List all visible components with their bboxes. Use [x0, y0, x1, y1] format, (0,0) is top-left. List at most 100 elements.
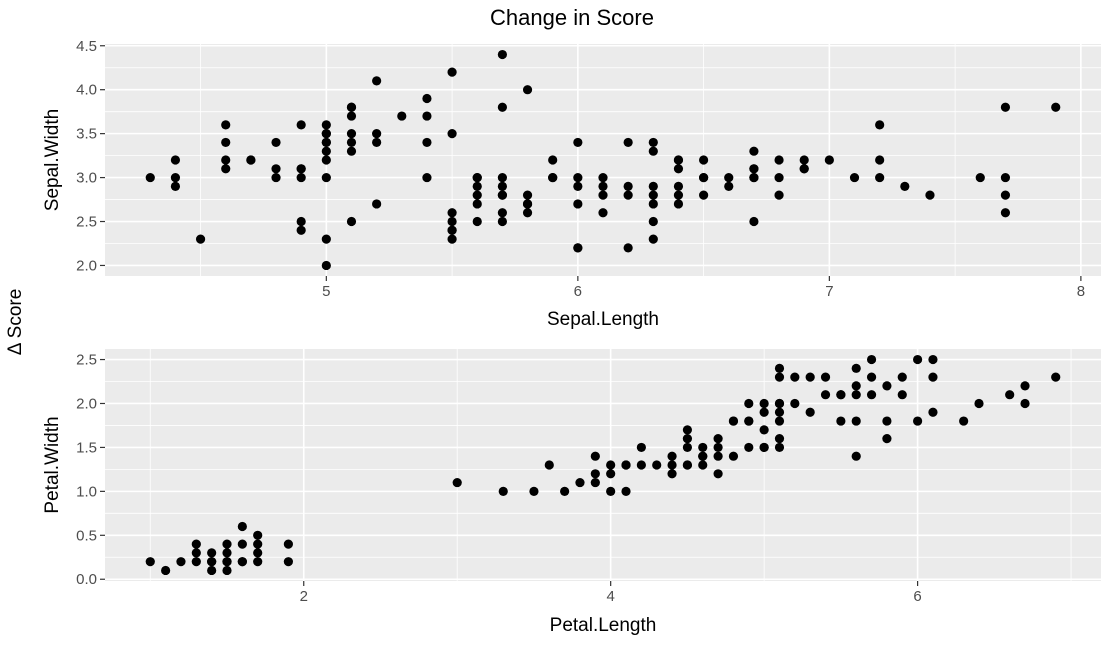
petal-data-point: [590, 451, 600, 461]
petal-x-tick-label: 4: [607, 588, 615, 605]
petal-data-point: [820, 390, 831, 400]
sepal-data-point: [573, 199, 583, 209]
sepal-data-point: [573, 243, 583, 253]
sepal-x-tick-label: 6: [574, 283, 582, 300]
petal-data-point: [774, 372, 785, 382]
petal-data-point: [253, 557, 263, 567]
sepal-data-point: [372, 76, 382, 86]
petal-data-point: [851, 363, 861, 373]
petal-data-point: [744, 416, 754, 426]
sepal-data-point: [1000, 172, 1011, 183]
sepal-data-point: [598, 190, 608, 200]
sepal-data-point: [447, 67, 457, 77]
petal-data-point: [682, 434, 693, 444]
petal-data-point: [176, 557, 186, 567]
sepal-data-point: [497, 102, 507, 112]
sepal-y-tick-label: 3.5: [76, 126, 97, 143]
sepal-data-point: [799, 164, 809, 174]
sepal-data-point: [422, 111, 432, 121]
sepal-data-point: [422, 137, 432, 148]
sepal-data-point: [749, 164, 759, 174]
petal-data-point: [145, 557, 155, 567]
sepal-data-point: [296, 164, 306, 174]
sepal-data-point: [221, 137, 231, 148]
petal-data-point: [161, 565, 171, 576]
sepal-data-point: [673, 155, 684, 165]
petal-data-point: [928, 354, 938, 365]
petal-data-point: [728, 416, 739, 426]
sepal-data-point: [321, 234, 331, 244]
sepal-data-point: [623, 181, 633, 191]
petal-data-point: [253, 530, 263, 540]
petal-data-point: [222, 539, 232, 549]
sepal-data-point: [522, 199, 533, 209]
sepal-data-point: [699, 190, 709, 200]
petal-data-point: [759, 425, 769, 435]
petal-data-point: [897, 372, 907, 382]
sepal-data-point: [497, 216, 507, 227]
petal-data-point: [698, 451, 708, 461]
sepal-data-point: [623, 137, 633, 148]
sepal-data-point: [925, 190, 935, 200]
petal-data-point: [575, 477, 585, 488]
petal-data-point: [744, 398, 754, 409]
sepal-data-point: [321, 155, 331, 165]
sepal-data-point: [749, 172, 759, 183]
petal-data-point: [713, 469, 723, 479]
petal-data-point: [897, 390, 907, 400]
sepal-data-point: [296, 225, 306, 235]
sepal-data-point: [548, 172, 558, 183]
shared-y-axis-title: Δ Score: [5, 289, 26, 356]
petal-data-point: [636, 460, 646, 470]
sepal-data-point: [271, 172, 281, 183]
petal-data-point: [529, 486, 539, 496]
petal-data-point: [713, 434, 723, 444]
sepal-data-point: [598, 208, 608, 218]
petal-data-point: [851, 381, 861, 391]
panel-petal: 2 4 6 0.0 0.5 1.0 1.5 2.0 2.5 Petal.Length Petal.W…: [42, 349, 1101, 636]
petal-data-point: [191, 548, 201, 558]
sepal-data-point: [422, 93, 432, 104]
sepal-data-point: [497, 181, 507, 191]
petal-data-point: [1005, 390, 1015, 400]
petal-data-point: [667, 469, 677, 479]
sepal-data-point: [321, 172, 331, 183]
petal-data-point: [682, 425, 693, 435]
sepal-data-point: [875, 172, 885, 183]
petal-data-point: [682, 460, 693, 470]
petal-panel-background: [105, 349, 1101, 581]
petal-data-point: [698, 460, 708, 470]
sepal-data-point: [673, 181, 684, 191]
sepal-data-point: [975, 172, 985, 183]
petal-data-point: [590, 469, 600, 479]
sepal-data-point: [824, 155, 834, 165]
petal-data-point: [237, 521, 247, 532]
petal-data-point: [774, 363, 785, 373]
petal-data-point: [621, 460, 631, 470]
petal-data-point: [713, 451, 723, 461]
sepal-data-point: [699, 172, 709, 183]
sepal-data-point: [673, 199, 684, 209]
sepal-data-point: [1000, 102, 1011, 112]
sepal-data-point: [170, 172, 181, 183]
petal-data-point: [913, 416, 923, 426]
petal-y-tick-label: 0.0: [76, 571, 97, 588]
sepal-data-point: [648, 190, 658, 200]
sepal-data-point: [623, 190, 633, 200]
petal-data-point: [498, 486, 508, 496]
petal-data-point: [851, 390, 861, 400]
sepal-x-tick-label: 7: [825, 283, 833, 300]
petal-data-point: [222, 557, 232, 567]
petal-data-point: [667, 451, 677, 461]
sepal-data-point: [472, 199, 482, 209]
sepal-y-tick-label: 4.5: [76, 38, 97, 55]
sepal-data-point: [346, 129, 357, 139]
sepal-data-point: [699, 155, 709, 165]
petal-x-tick-label: 2: [300, 588, 308, 605]
sepal-data-point: [648, 146, 658, 156]
petal-data-point: [237, 557, 247, 567]
sepal-data-point: [246, 155, 256, 165]
petal-data-point: [713, 442, 723, 453]
petal-data-point: [836, 390, 846, 400]
sepal-data-point: [598, 172, 608, 183]
